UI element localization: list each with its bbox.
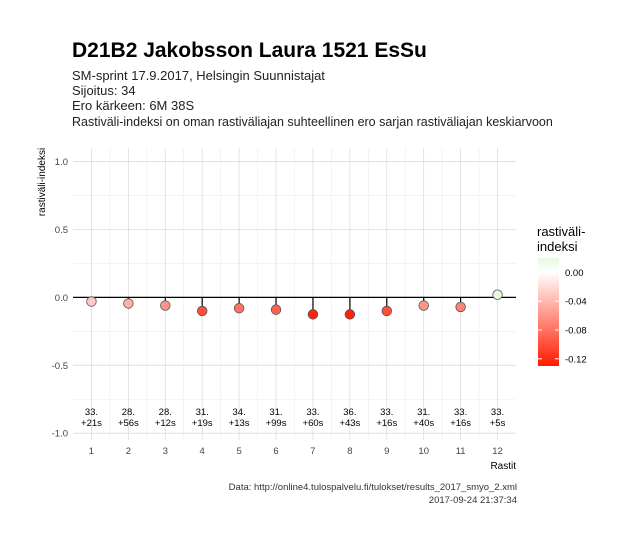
x-tick-label: 1 — [89, 446, 94, 457]
point-label-rank-2: 28. — [122, 407, 135, 418]
point-label-rank-3: 28. — [159, 407, 172, 418]
legend-tick-label: -0.04 — [565, 297, 587, 308]
point-label-rank-12: 33. — [491, 407, 504, 418]
x-tick-label: 9 — [384, 446, 389, 457]
subtitle-line-3: Ero kärkeen: 6M 38S — [72, 98, 194, 113]
x-tick-label: 8 — [347, 446, 352, 457]
x-tick-label: 6 — [273, 446, 278, 457]
y-axis-title: rastiväli-indeksi — [37, 148, 48, 216]
data-point-4 — [197, 305, 208, 317]
x-axis-title: Rastit — [490, 461, 516, 472]
x-tick-label: 5 — [236, 446, 241, 457]
point-label-rank-5: 34. — [233, 407, 246, 418]
points — [86, 289, 503, 320]
data-point-10 — [418, 300, 429, 311]
point-label-diff-11: +16s — [450, 418, 471, 429]
data-point-7 — [307, 309, 319, 320]
data-point-3 — [160, 300, 171, 311]
data-point-2 — [123, 298, 134, 309]
x-tick-label: 7 — [310, 446, 315, 457]
point-label-rank-6: 31. — [269, 407, 282, 418]
point-label-diff-10: +40s — [413, 418, 434, 429]
point-label-diff-9: +16s — [376, 418, 397, 429]
y-tick-label: -1.0 — [52, 429, 68, 440]
point-label-rank-9: 33. — [380, 407, 393, 418]
data-point-9 — [381, 305, 392, 317]
point-label-diff-8: +43s — [339, 418, 360, 429]
x-tick-labels: 1 2 3 4 5 6 7 8 9 10 11 12 — [89, 446, 503, 457]
point-label-rank-4: 31. — [196, 407, 209, 418]
x-tick-label: 4 — [200, 446, 205, 457]
chart-title: D21B2 Jakobsson Laura 1521 EsSu — [72, 39, 427, 62]
x-tick-label: 11 — [456, 446, 466, 457]
caption-source: Data: http://online4.tulospalvelu.fi/tul… — [229, 482, 517, 493]
data-point-5 — [233, 303, 245, 314]
point-label-rank-8: 36. — [343, 407, 356, 418]
point-label-rank-11: 33. — [454, 407, 467, 418]
y-tick-label: -0.5 — [52, 361, 68, 372]
legend-title-line-1: rastiväli- — [537, 224, 585, 239]
data-point-12 — [492, 289, 503, 300]
point-label-diff-12: +5s — [490, 418, 506, 429]
point-label-diff-7: +60s — [303, 418, 324, 429]
subtitle-line-4: Rastiväli-indeksi on oman rastiväliajan … — [72, 115, 553, 129]
subtitle-line-1: SM-sprint 17.9.2017, Helsingin Suunnista… — [72, 68, 325, 83]
data-point-11 — [455, 301, 466, 313]
legend-tick-label: -0.12 — [565, 354, 587, 365]
point-label-rank-10: 31. — [417, 407, 430, 418]
legend-tick-label: -0.08 — [565, 326, 587, 337]
data-point-6 — [270, 304, 282, 315]
point-label-diff-4: +19s — [192, 418, 213, 429]
point-label-diff-2: +56s — [118, 418, 139, 429]
x-tick-label: 3 — [163, 446, 168, 457]
x-tick-label: 10 — [418, 446, 429, 457]
legend-colorbar — [538, 258, 559, 366]
grid-minor — [73, 148, 516, 440]
caption-timestamp: 2017-09-24 21:37:34 — [429, 495, 517, 506]
subtitle-line-2: Sijoitus: 34 — [72, 83, 136, 98]
x-tick-label: 2 — [126, 446, 131, 457]
point-label-diff-6: +99s — [266, 418, 287, 429]
y-tick-label: 0.0 — [55, 293, 68, 304]
point-labels: 33.+21s28.+56s28.+12s31.+19s34.+13s31.+9… — [81, 407, 506, 429]
point-label-diff-1: +21s — [81, 418, 102, 429]
legend: rastiväli- indeksi 0.00 -0.04 -0.08 -0.12 — [537, 224, 587, 366]
data-point-8 — [344, 309, 356, 320]
point-label-rank-1: 33. — [85, 407, 98, 418]
data-point-1 — [86, 296, 97, 307]
point-label-rank-7: 33. — [306, 407, 319, 418]
y-tick-label: 1.0 — [55, 157, 68, 168]
point-label-diff-5: +13s — [229, 418, 250, 429]
legend-title-line-2: indeksi — [537, 239, 578, 254]
point-label-diff-3: +12s — [155, 418, 176, 429]
legend-ticks: 0.00 -0.04 -0.08 -0.12 — [538, 268, 587, 365]
x-tick-label: 12 — [492, 446, 503, 457]
y-tick-labels: 1.0 0.5 0.0 -0.5 -1.0 — [52, 157, 68, 440]
y-tick-label: 0.5 — [55, 225, 68, 236]
legend-tick-label: 0.00 — [565, 268, 584, 279]
